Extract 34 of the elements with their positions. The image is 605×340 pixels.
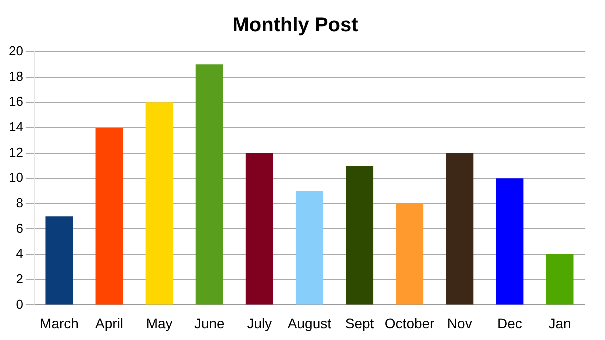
bar: [196, 64, 224, 305]
bar: [446, 153, 474, 305]
y-tick-label: 0: [16, 296, 24, 312]
chart-title: Monthly Post: [232, 14, 359, 37]
y-tick-label: 8: [16, 196, 24, 210]
bar: [296, 191, 324, 305]
x-tick-label: Jan: [548, 315, 572, 332]
bar: [496, 178, 524, 305]
x-tick-label: Nov: [447, 315, 472, 332]
y-tick-label: 18: [8, 68, 24, 84]
x-tick-label: July: [247, 315, 272, 332]
y-tick-label: 20: [8, 44, 24, 59]
y-tick-label: 12: [8, 144, 24, 160]
x-tick-label: May: [146, 315, 173, 332]
bar: [146, 102, 174, 305]
bar: [96, 128, 124, 305]
x-tick-label: Sept: [345, 315, 374, 332]
y-tick-label: 4: [16, 246, 24, 262]
y-tick-label: 16: [8, 94, 24, 110]
y-tick-label: 14: [8, 120, 24, 135]
bar: [346, 166, 374, 305]
bar: [246, 153, 274, 305]
x-tick-label: Dec: [497, 315, 522, 332]
x-tick-label: April: [96, 315, 124, 332]
y-tick-label: 6: [16, 220, 24, 236]
y-tick-label: 10: [8, 170, 24, 186]
x-tick-label: August: [288, 315, 332, 332]
x-tick-label: October: [384, 315, 436, 332]
y-tick-label: 2: [16, 271, 24, 286]
x-tick-label: June: [194, 315, 226, 332]
bar: [396, 204, 424, 305]
x-tick-label: March: [40, 315, 79, 332]
bar: [546, 254, 574, 305]
bar: [46, 216, 74, 305]
